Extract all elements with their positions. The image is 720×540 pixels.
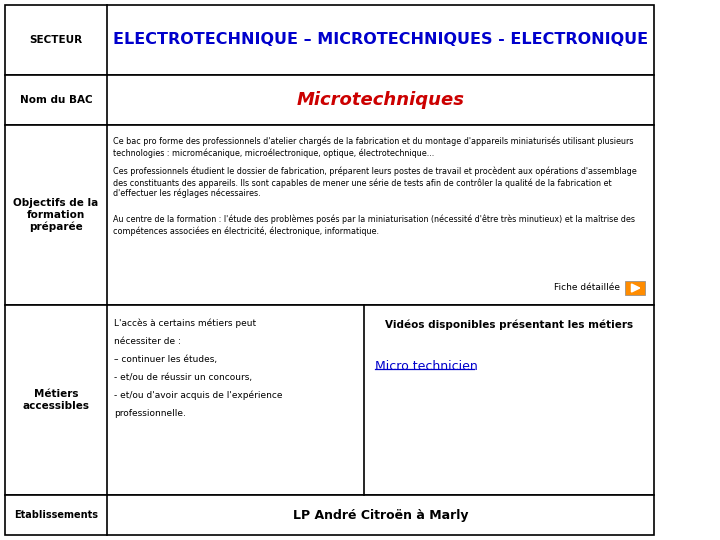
Text: Ce bac pro forme des professionnels d'atelier chargés de la fabrication et du mo: Ce bac pro forme des professionnels d'at… <box>112 137 633 158</box>
Text: – continuer les études,: – continuer les études, <box>114 355 217 364</box>
Text: SECTEUR: SECTEUR <box>30 35 82 45</box>
Text: Micro technicien: Micro technicien <box>375 360 478 373</box>
Text: LP André Citroën à Marly: LP André Citroën à Marly <box>293 509 469 522</box>
Text: Fiche détaillée: Fiche détaillée <box>554 284 621 293</box>
Bar <box>4 305 654 495</box>
Text: Objectifs de la
formation
préparée: Objectifs de la formation préparée <box>13 198 99 232</box>
Text: Au centre de la formation : l'étude des problèmes posés par la miniaturisation (: Au centre de la formation : l'étude des … <box>112 215 634 235</box>
Text: L'accès à certains métiers peut: L'accès à certains métiers peut <box>114 319 256 328</box>
Text: Nom du BAC: Nom du BAC <box>19 95 92 105</box>
Text: Vidéos disponibles présentant les métiers: Vidéos disponibles présentant les métier… <box>385 319 634 329</box>
Bar <box>4 125 654 305</box>
Text: Métiers
accessibles: Métiers accessibles <box>22 389 89 411</box>
Text: professionnelle.: professionnelle. <box>114 409 186 418</box>
Text: ELECTROTECHNIQUE – MICROTECHNIQUES - ELECTRONIQUE: ELECTROTECHNIQUE – MICROTECHNIQUES - ELE… <box>113 32 648 48</box>
Polygon shape <box>631 284 639 292</box>
Bar <box>625 281 645 295</box>
Bar <box>4 75 654 125</box>
Bar <box>4 495 654 535</box>
Text: Etablissements: Etablissements <box>14 510 98 520</box>
Text: - et/ou de réussir un concours,: - et/ou de réussir un concours, <box>114 373 253 382</box>
Bar <box>4 5 654 75</box>
Text: Ces professionnels étudient le dossier de fabrication, préparent leurs postes de: Ces professionnels étudient le dossier d… <box>112 167 636 199</box>
Text: - et/ou d'avoir acquis de l'expérience: - et/ou d'avoir acquis de l'expérience <box>114 391 283 401</box>
Text: nécessiter de :: nécessiter de : <box>114 337 181 346</box>
Text: Microtechniques: Microtechniques <box>297 91 464 109</box>
